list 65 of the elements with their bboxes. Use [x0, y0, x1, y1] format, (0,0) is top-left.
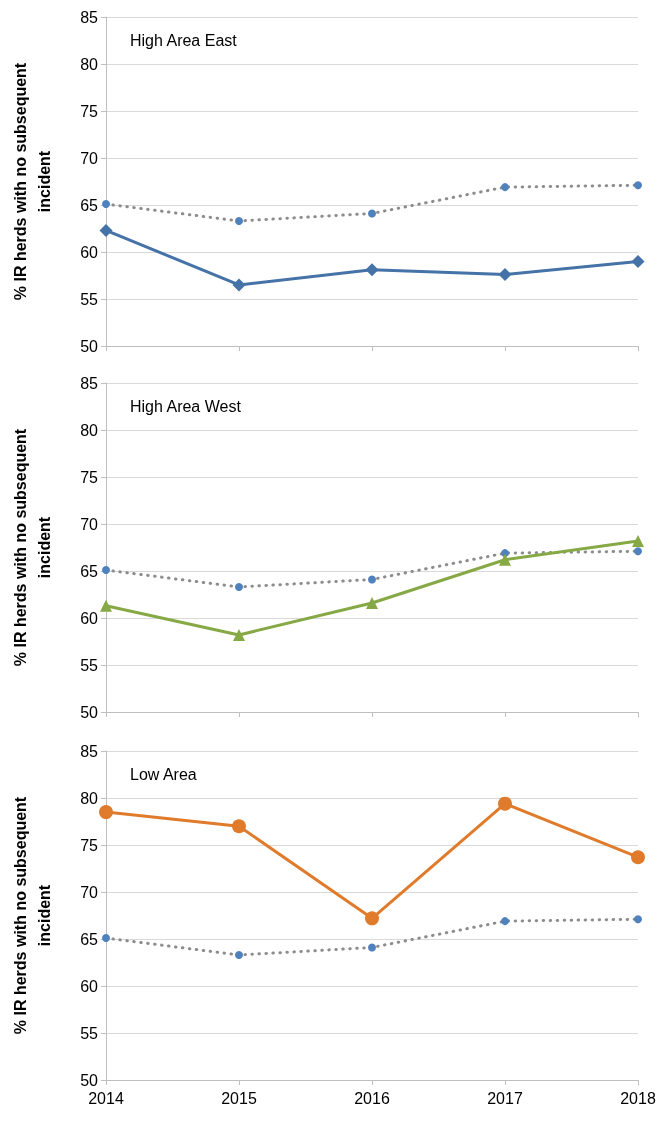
y-tick-label: 75 — [80, 468, 99, 486]
point — [634, 547, 642, 556]
point — [100, 599, 112, 612]
text: High Area West — [130, 397, 242, 415]
y-tick-label: 50 — [80, 1071, 99, 1089]
y-tick-label: 60 — [80, 977, 99, 995]
x-tick-label: 2016 — [354, 1089, 390, 1107]
point — [99, 805, 113, 820]
y-tick-label: 60 — [80, 243, 99, 261]
y-tick-label: 50 — [80, 703, 99, 721]
y-axis-title: % IR herds with no subsequent incident — [11, 428, 53, 667]
point — [235, 216, 243, 225]
point — [631, 850, 645, 865]
y-tick-label: 75 — [80, 102, 99, 120]
y-tick-label: 65 — [80, 562, 99, 580]
y-tick-label: 65 — [80, 196, 99, 214]
x-tick-label: 2018 — [620, 1089, 656, 1107]
point — [501, 917, 509, 926]
point — [233, 628, 245, 641]
point — [368, 575, 376, 584]
point — [368, 209, 376, 218]
point — [102, 566, 110, 575]
point — [102, 200, 110, 209]
y-tick-label: 85 — [80, 742, 99, 760]
y-tick-label: 55 — [80, 656, 99, 674]
y-tick-label: 70 — [80, 515, 99, 533]
y-tick-label: 80 — [80, 789, 99, 807]
y-tick-label: 75 — [80, 836, 99, 854]
text: Low Area — [130, 765, 197, 783]
point — [498, 796, 512, 811]
y-tick-label: 85 — [80, 374, 99, 392]
point — [366, 596, 378, 609]
y-tick-label: 55 — [80, 1024, 99, 1042]
point — [99, 223, 113, 237]
point — [235, 950, 243, 959]
y-tick-label: 60 — [80, 609, 99, 627]
x-tick-label: 2017 — [487, 1089, 523, 1107]
point — [235, 582, 243, 591]
x-tick-label: 2015 — [221, 1089, 257, 1107]
point — [634, 181, 642, 190]
y-tick-label: 50 — [80, 337, 99, 355]
y-tick-label: 80 — [80, 55, 99, 73]
y-tick-label: 85 — [80, 8, 99, 26]
point — [365, 911, 379, 926]
point — [232, 278, 246, 292]
y-tick-label: 70 — [80, 883, 99, 901]
x-tick-label: 2014 — [88, 1089, 124, 1107]
point — [631, 254, 645, 268]
point — [368, 943, 376, 952]
point — [102, 934, 110, 943]
y-tick-label: 65 — [80, 930, 99, 948]
point — [634, 915, 642, 924]
point — [501, 183, 509, 192]
point — [498, 268, 512, 282]
y-tick-label: 80 — [80, 421, 99, 439]
y-axis-title: % IR herds with no subsequent incident — [11, 796, 53, 1035]
y-tick-label: 70 — [80, 149, 99, 167]
y-axis-title: % IR herds with no subsequent incident — [11, 62, 53, 301]
point — [232, 819, 246, 834]
point — [365, 263, 379, 277]
point — [499, 553, 511, 566]
y-tick-label: 55 — [80, 290, 99, 308]
point — [632, 534, 644, 547]
point — [501, 549, 509, 558]
text: High Area East — [130, 31, 238, 49]
